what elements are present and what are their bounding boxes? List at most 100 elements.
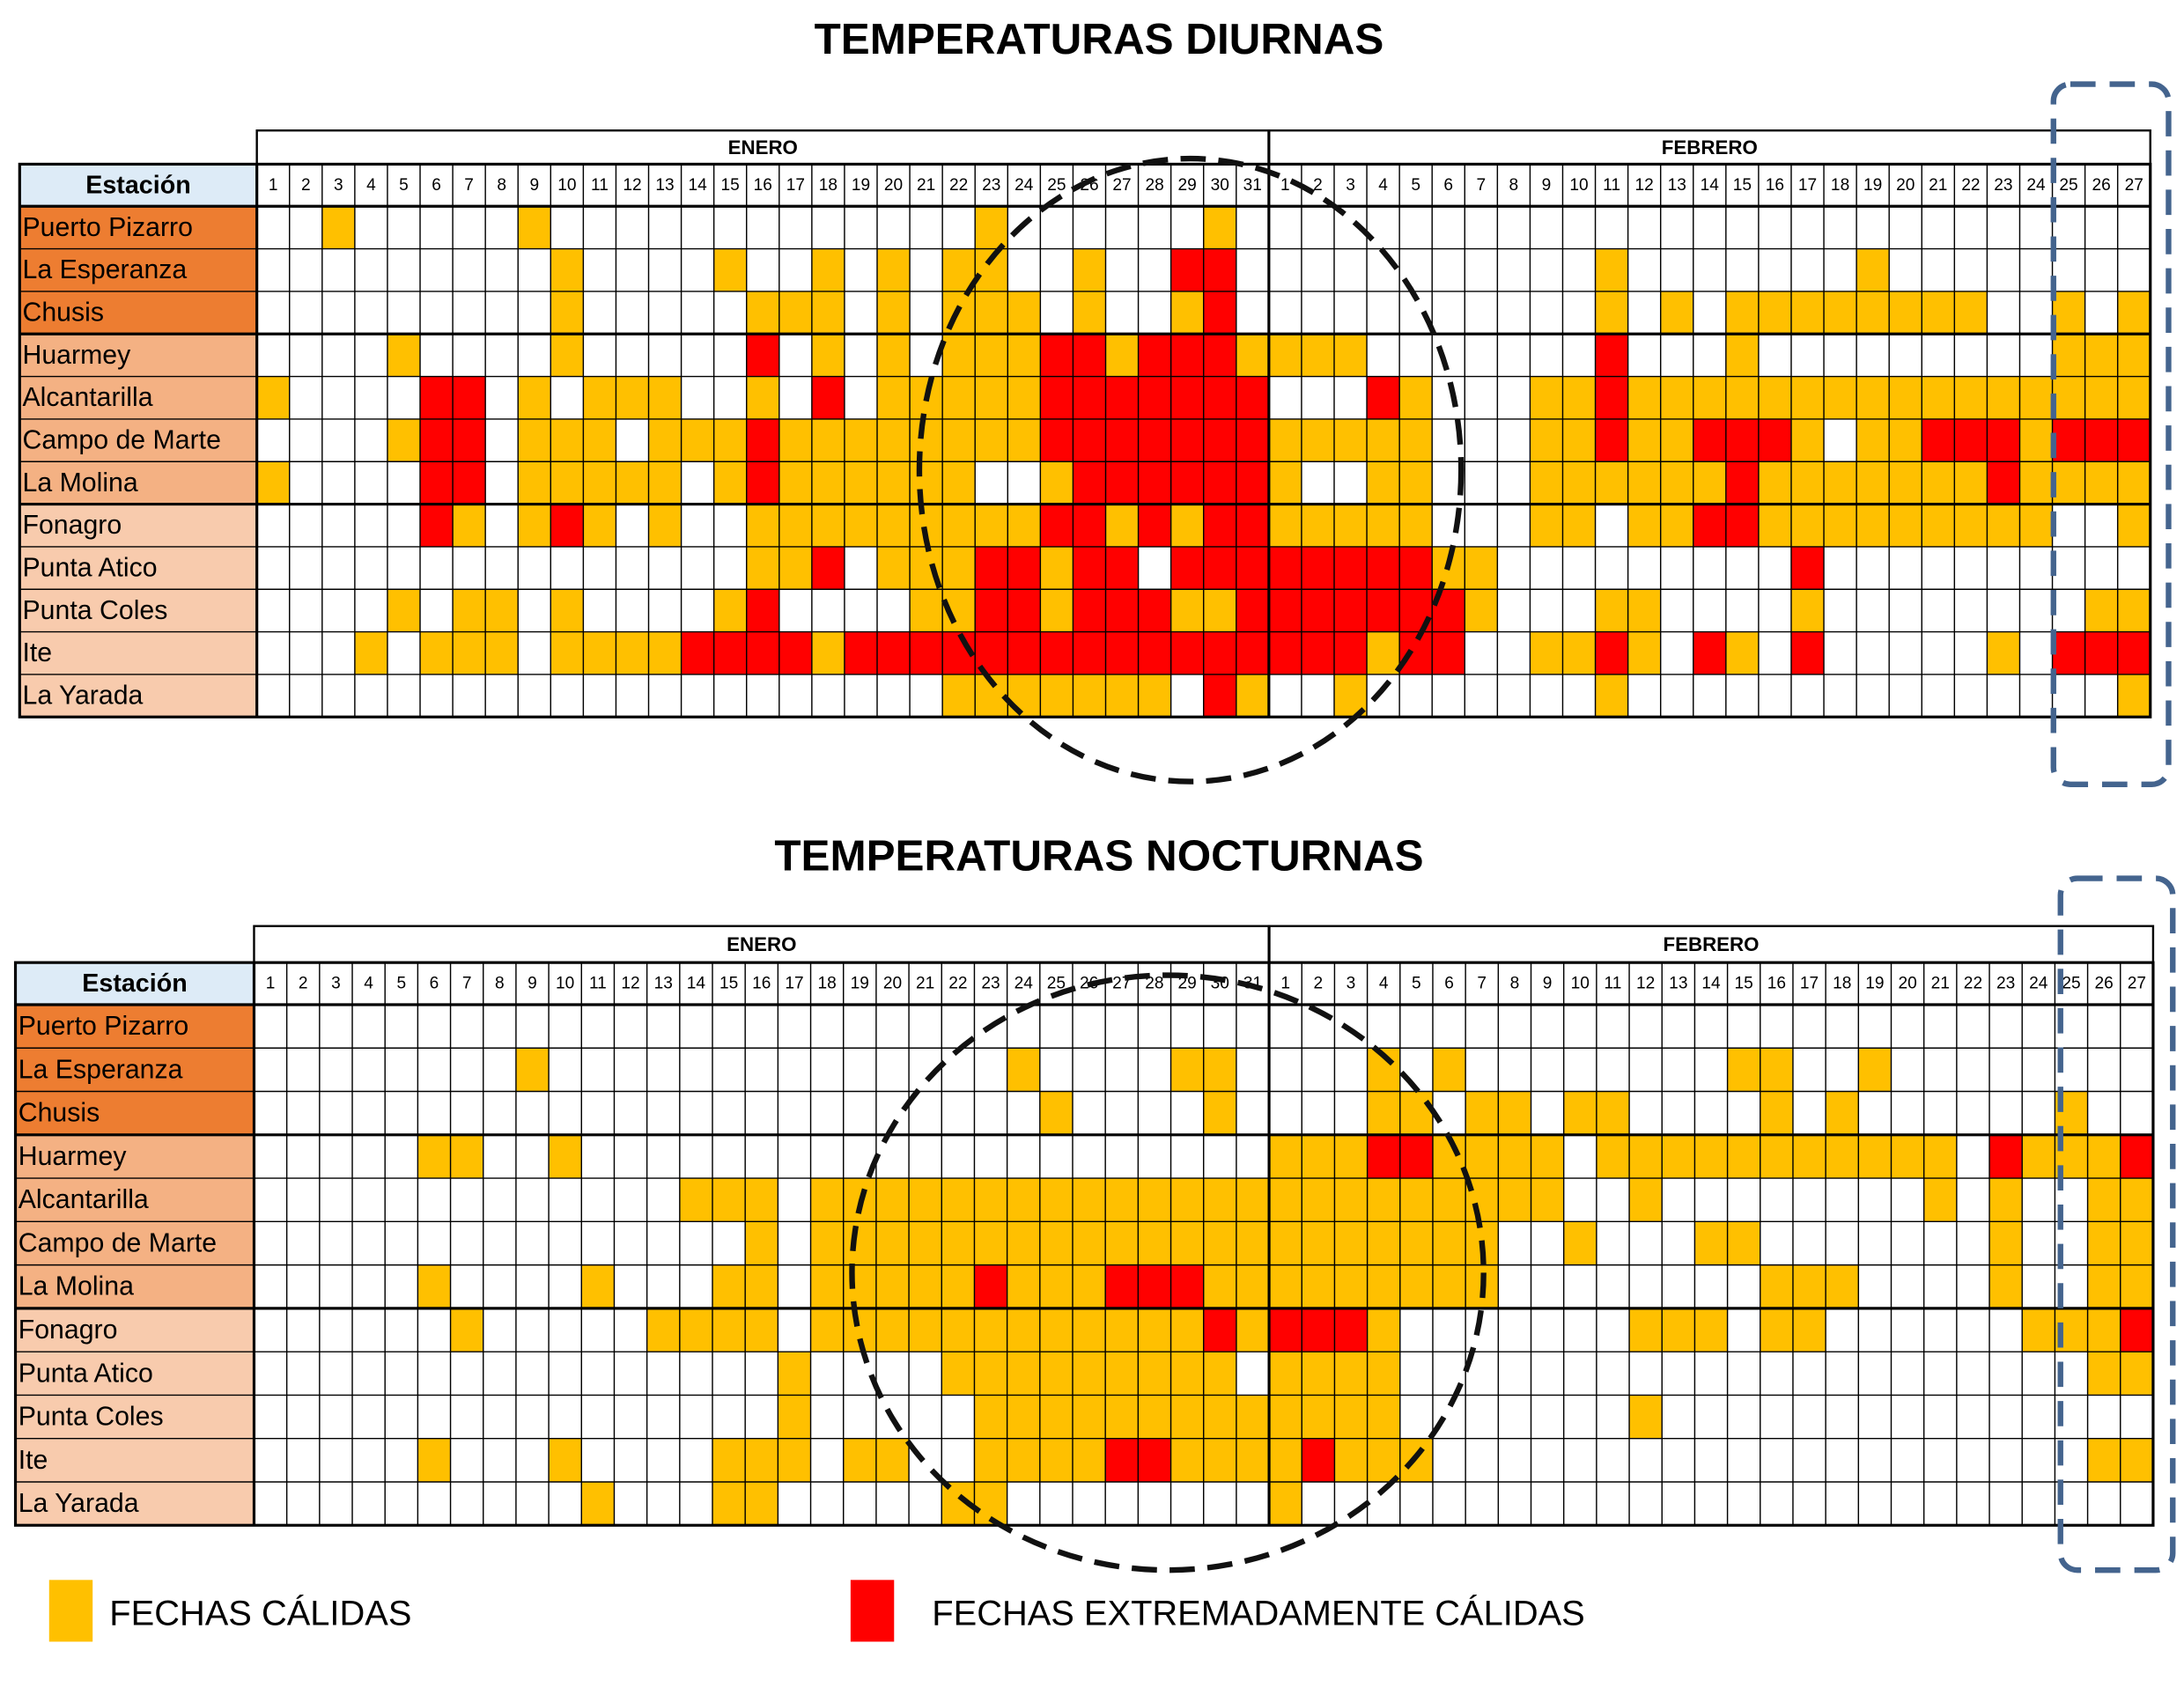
extreme-cell	[1693, 418, 1726, 462]
warm-cell	[2022, 1134, 2055, 1179]
day-label: 27	[2125, 176, 2143, 195]
extreme-cell	[2117, 418, 2151, 462]
day-label: 5	[396, 975, 406, 993]
warm-cell	[1203, 1221, 1236, 1265]
warm-cell	[1856, 461, 1890, 505]
extreme-cell	[1170, 546, 1204, 590]
warm-cell	[1007, 1308, 1040, 1352]
warm-cell	[1301, 418, 1334, 462]
day-label: 18	[819, 176, 837, 195]
day-label: 22	[949, 176, 968, 195]
warm-cell	[877, 504, 911, 547]
extreme-cell	[1073, 631, 1106, 674]
warm-cell	[1660, 461, 1693, 505]
warm-cell	[1563, 1221, 1597, 1265]
warm-cell	[1105, 1395, 1139, 1439]
warm-cell	[518, 418, 551, 462]
day-label: 20	[884, 176, 903, 195]
warm-cell	[1531, 1178, 1564, 1222]
warm-cell	[1236, 1178, 1270, 1222]
station-label-cell	[15, 1308, 255, 1352]
day-label: 9	[1542, 176, 1552, 195]
title-diurnas: TEMPERATURAS DIURNAS	[815, 15, 1384, 63]
day-label: 23	[982, 176, 1000, 195]
warm-cell	[2117, 589, 2151, 632]
warm-cell	[2019, 418, 2053, 462]
warm-cell	[1627, 589, 1661, 632]
warm-cell	[844, 418, 878, 462]
extreme-cell	[1073, 461, 1106, 505]
warm-cell	[1989, 1264, 2023, 1308]
warm-cell	[910, 461, 943, 505]
extreme-cell	[1236, 546, 1269, 590]
day-label: 10	[1569, 176, 1588, 195]
day-label: 22	[948, 975, 967, 993]
day-label: 3	[1346, 176, 1355, 195]
warm-cell	[1596, 1091, 1630, 1135]
extreme-cell	[1073, 376, 1106, 419]
warm-cell	[1660, 504, 1693, 547]
day-label: 10	[1571, 975, 1590, 993]
warm-cell	[1954, 376, 1988, 419]
extreme-cell	[1138, 461, 1171, 505]
warm-cell	[453, 589, 486, 632]
extreme-cell	[1105, 631, 1139, 674]
warm-cell	[811, 248, 845, 291]
day-label: 29	[1177, 975, 1196, 993]
warm-cell	[1889, 291, 1922, 335]
warm-cell	[1236, 1221, 1270, 1265]
warm-cell	[810, 1178, 844, 1222]
station-label-cell	[19, 291, 257, 335]
extreme-cell	[1268, 589, 1302, 632]
station-label: Puerto Pizarro	[18, 1012, 188, 1041]
warm-cell	[1693, 376, 1726, 419]
warm-cell	[1530, 461, 1563, 505]
warm-cell	[1039, 1395, 1073, 1439]
extreme-cell	[1138, 589, 1171, 632]
warm-cell	[2117, 674, 2151, 718]
extreme-cell	[1989, 1134, 2023, 1179]
warm-cell	[2117, 334, 2151, 377]
warm-cell	[581, 1264, 615, 1308]
warm-cell	[1007, 418, 1041, 462]
day-label: 5	[1411, 176, 1420, 195]
warm-cell	[712, 1481, 746, 1526]
warm-cell	[713, 418, 747, 462]
extreme-cell	[1073, 334, 1106, 377]
warm-cell	[1596, 1134, 1630, 1179]
warm-cell	[1562, 376, 1596, 419]
extreme-cell	[1170, 631, 1204, 674]
extreme-cell	[1170, 248, 1204, 291]
warm-cell	[1922, 461, 1955, 505]
warm-cell	[518, 376, 551, 419]
warm-cell	[1269, 1438, 1302, 1482]
warm-cell	[1138, 674, 1171, 718]
extreme-cell	[420, 461, 454, 505]
warm-cell	[1236, 1395, 1270, 1439]
day-label: 7	[462, 975, 472, 993]
station-label: Huarmey	[18, 1142, 128, 1171]
station-label: Fonagro	[18, 1315, 118, 1345]
warm-cell	[2019, 376, 2053, 419]
day-label: 24	[2026, 176, 2046, 195]
warm-cell	[942, 504, 976, 547]
warm-cell	[1302, 1352, 1335, 1396]
warm-cell	[1891, 1134, 1924, 1179]
station-label-cell	[15, 1004, 255, 1049]
extreme-cell	[453, 376, 486, 419]
warm-cell	[778, 418, 812, 462]
warm-cell	[1399, 461, 1433, 505]
warm-cell	[420, 631, 454, 674]
warm-cell	[485, 631, 519, 674]
day-label: 13	[654, 975, 673, 993]
warm-cell	[811, 631, 845, 674]
warm-cell	[583, 376, 616, 419]
day-label: 24	[1015, 975, 1034, 993]
warm-cell	[387, 334, 421, 377]
warm-cell	[1203, 1264, 1236, 1308]
day-label: 16	[754, 176, 772, 195]
day-label: 28	[1145, 975, 1163, 993]
warm-cell	[942, 334, 976, 377]
day-label: 25	[2062, 975, 2080, 993]
warm-cell	[1072, 1221, 1106, 1265]
